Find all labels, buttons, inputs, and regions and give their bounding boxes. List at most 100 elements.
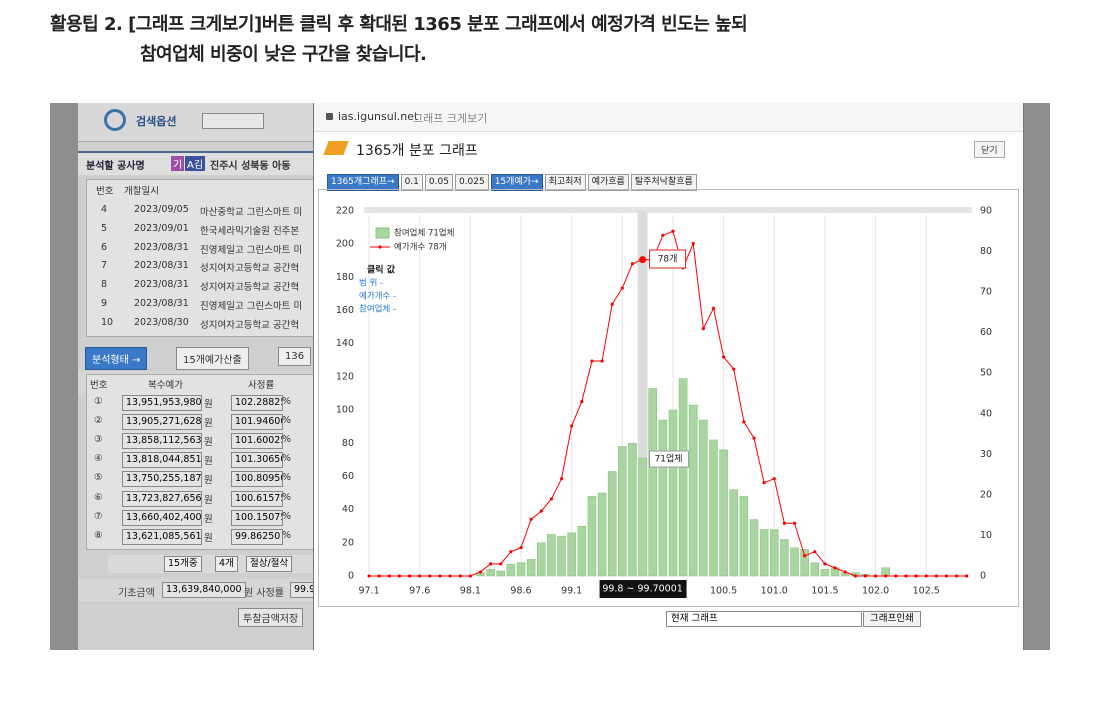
price: 13,621,085,561 [122, 528, 202, 545]
point [418, 574, 422, 578]
badge: 기 [171, 156, 185, 171]
point [792, 521, 797, 525]
point [377, 574, 381, 578]
save-button[interactable]: 투찰금액저장 [238, 608, 304, 627]
point [863, 574, 868, 578]
point [367, 574, 371, 578]
y2-tick-label: 50 [980, 368, 992, 379]
bar [577, 525, 587, 577]
point [853, 574, 857, 578]
graph-button[interactable]: 0.025 [454, 174, 489, 191]
graph-button[interactable]: 0.1 [400, 174, 423, 191]
rate-label: 원 사정률 [244, 588, 284, 599]
bar [678, 378, 688, 577]
info-row: 예가개수 - [359, 291, 396, 302]
bar [567, 532, 576, 577]
graph-button[interactable]: 0.05 [424, 174, 453, 191]
graph-button[interactable]: 15개예가→ [490, 174, 543, 191]
point [924, 574, 928, 578]
line [369, 230, 967, 577]
column-header: 사정률 [248, 380, 275, 391]
unit: % [282, 529, 292, 541]
x-tick-label: 98.1 [460, 586, 481, 597]
bar [648, 388, 658, 577]
select[interactable]: 15개중 [164, 556, 202, 572]
point [914, 574, 918, 578]
info-row: 참여업체 - [359, 304, 396, 315]
graph-button[interactable]: 1365개그래프→ [327, 174, 399, 191]
bar [749, 519, 759, 577]
graph-button[interactable]: 탈주처낙찰흐름 [630, 174, 697, 191]
range-tooltip [599, 580, 687, 598]
count-tooltip [649, 249, 687, 269]
rate: 101.60025 [231, 433, 283, 450]
x-tick-label: 97.6 [409, 586, 430, 597]
firms-tooltip-text: 71업체 [655, 454, 683, 465]
unit: 원 [204, 437, 213, 449]
bar [526, 559, 536, 577]
list-cell: 2023/08/31 [134, 260, 189, 272]
badge: A김 [185, 156, 206, 171]
analysis-button[interactable]: 분석형태 → [85, 347, 148, 370]
print-button[interactable]: 그래프인쇄 [863, 611, 921, 627]
y-tick-label: 20 [342, 537, 354, 548]
point [570, 424, 574, 428]
row-number: ⑥ [94, 491, 103, 503]
x-tick-label: 98.6 [510, 586, 531, 597]
bar [597, 492, 607, 577]
x-tick-label: 100.5 [710, 586, 737, 597]
price: 13,905,271,628 [122, 414, 202, 431]
y2-tick-label: 0 [980, 571, 986, 582]
y-tick-label: 160 [336, 305, 354, 316]
graph-select[interactable]: 현재 그래프 [666, 611, 862, 627]
caption: 참여업체 비중이 낮은 구간을 찾습니다. [140, 44, 427, 65]
y2-tick-label: 60 [980, 327, 992, 338]
input[interactable] [202, 113, 264, 129]
close-button[interactable]: 닫기 [974, 141, 1005, 158]
list-cell: 성지여자고등학교 공간혁 [200, 263, 300, 275]
list-cell: 8 [101, 279, 108, 291]
graph-button[interactable]: 예가흐름 [587, 174, 629, 191]
point [600, 359, 604, 363]
x-tick-label: 97.1 [358, 586, 379, 597]
point [539, 509, 543, 513]
button-row: 1365개그래프→ 0.1 0.05 0.025 15개예가→ 최고최저 예가흐름 탈주처낙찰… [327, 169, 699, 191]
y-tick-label: 60 [342, 471, 354, 482]
bar [739, 496, 749, 577]
row-number: ⑧ [94, 529, 103, 541]
x-tick-label: 102.0 [862, 586, 889, 597]
rate: 99.86250 [231, 528, 283, 545]
point [397, 574, 402, 578]
list-cell: 2023/09/05 [134, 204, 189, 215]
row-number: ⑤ [94, 472, 103, 484]
y-tick-label: 120 [336, 371, 354, 382]
row-number: ① [94, 396, 103, 407]
select[interactable]: 4개 [215, 556, 238, 572]
other-button[interactable]: 136 [278, 347, 312, 366]
calc-button[interactable]: 15개예가산출 [176, 347, 249, 370]
point [701, 327, 705, 331]
column-header: 번호 [90, 380, 108, 391]
point [944, 574, 949, 578]
point [691, 241, 695, 246]
unit: 원 [204, 513, 213, 525]
bar [496, 570, 506, 577]
list-cell: 성지여자고등학교 공간혁 [200, 319, 300, 331]
y2-tick-label: 80 [980, 246, 992, 257]
point [580, 400, 584, 404]
point [448, 574, 452, 578]
list-cell: 6 [101, 241, 108, 253]
rate: 101.94600 [231, 414, 283, 431]
select[interactable]: 절상/절삭 [246, 556, 293, 572]
info-row: 범 위 - [359, 278, 383, 289]
rate-value: 99.9 [290, 582, 320, 598]
selected-band [637, 211, 648, 576]
point [823, 562, 827, 566]
range-slider[interactable] [364, 207, 972, 213]
point [519, 546, 523, 550]
bar [618, 446, 627, 577]
point [742, 420, 746, 424]
bar [658, 419, 668, 577]
graph-button[interactable]: 최고최저 [544, 174, 586, 191]
